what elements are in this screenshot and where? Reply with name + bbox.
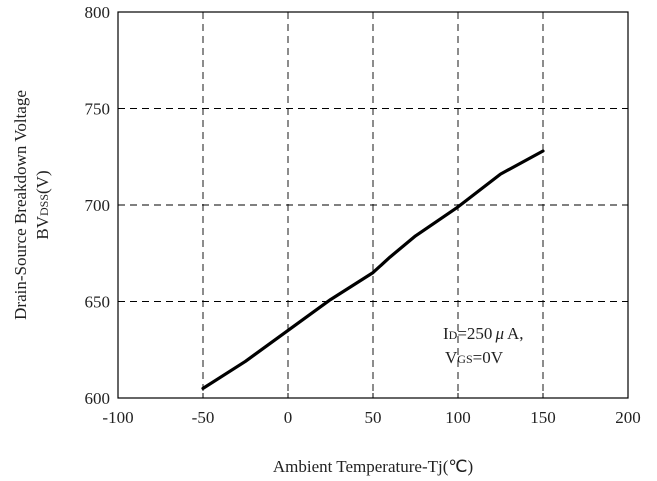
y-axis-label-subscript: DSS	[37, 194, 51, 216]
axis-ticks: -100 -50 0 50 100 150 200 600 650 700 750 800	[85, 3, 641, 427]
x-tick-label: -50	[192, 408, 215, 427]
y-tick-label: 750	[85, 100, 111, 119]
series-layer	[201, 149, 545, 390]
x-tick-label: 0	[284, 408, 293, 427]
y-axis-label-line2: BVDSS(V)	[33, 170, 52, 239]
y-tick-label: 800	[85, 3, 111, 22]
test-condition-annotation: ID=250 μ A, VGS=0V	[443, 324, 524, 367]
y-axis-label-bv: BV	[33, 215, 52, 239]
y-tick-label: 650	[85, 293, 111, 312]
y-axis-label-line1: Drain-Source Breakdown Voltage	[11, 90, 30, 320]
x-tick-label: -100	[102, 408, 133, 427]
y-axis-label-unit: (V)	[33, 170, 52, 194]
x-tick-label: 200	[615, 408, 641, 427]
y-tick-label: 600	[85, 389, 111, 408]
x-tick-label: 50	[365, 408, 382, 427]
x-tick-label: 100	[445, 408, 471, 427]
grid	[118, 12, 628, 398]
x-axis-label: Ambient Temperature-Tj(℃)	[273, 457, 473, 476]
annotation-line2: VGS=0V	[445, 348, 504, 367]
breakdown-voltage-line	[201, 149, 545, 390]
annotation-line1: ID=250 μ A,	[443, 324, 524, 343]
y-tick-label: 700	[85, 196, 111, 215]
x-tick-label: 150	[530, 408, 556, 427]
